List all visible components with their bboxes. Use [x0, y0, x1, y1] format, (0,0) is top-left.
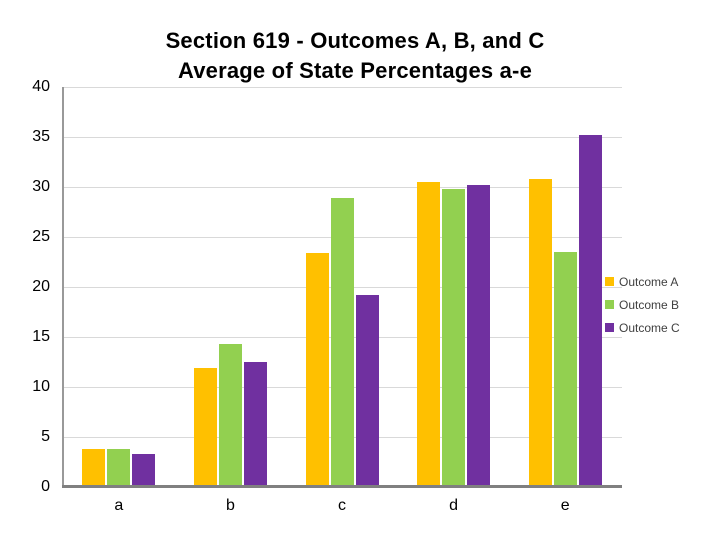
- bar-outcome-c-c: [355, 295, 379, 487]
- bar-outcome-c-b: [243, 362, 267, 487]
- bar-outcome-a-c: [305, 253, 329, 487]
- bar-outcome-a-a: [82, 449, 106, 487]
- bar-outcome-b-c: [330, 198, 354, 487]
- x-tick-label: e: [560, 497, 570, 514]
- legend-label: Outcome A: [619, 274, 679, 289]
- y-tick-label: 20: [32, 278, 50, 295]
- y-tick-label: 30: [32, 178, 50, 195]
- x-axis-line: [62, 485, 622, 488]
- legend-swatch-icon: [605, 323, 614, 332]
- chart-title: Section 619 - Outcomes A, B, and C Avera…: [0, 26, 710, 86]
- gridline: [64, 137, 622, 138]
- y-tick-label: 35: [32, 128, 50, 145]
- x-tick-label: c: [338, 497, 346, 514]
- x-tick-label: d: [449, 497, 459, 514]
- x-tick-label: b: [225, 497, 235, 514]
- gridline: [64, 87, 622, 88]
- bar-outcome-b-d: [442, 189, 466, 487]
- chart-title-line1: Section 619 - Outcomes A, B, and C: [165, 28, 545, 53]
- x-tick-label: a: [114, 497, 124, 514]
- y-tick-label: 15: [32, 328, 50, 345]
- bar-outcome-a-b: [193, 368, 217, 487]
- legend-label: Outcome C: [619, 320, 680, 335]
- legend-item: Outcome C: [605, 316, 680, 339]
- y-tick-label: 40: [32, 78, 50, 95]
- legend-label: Outcome B: [619, 297, 680, 312]
- bar-outcome-c-e: [578, 135, 602, 487]
- y-tick-label: 5: [41, 428, 50, 445]
- y-tick-label: 25: [32, 228, 50, 245]
- bar-outcome-c-a: [132, 454, 156, 487]
- legend-item: Outcome B: [605, 293, 680, 316]
- y-tick-label: 0: [41, 478, 50, 495]
- legend-item: Outcome A: [605, 270, 680, 293]
- bar-outcome-c-d: [467, 185, 491, 487]
- plot-area: [64, 87, 622, 487]
- chart-title-line2: Average of State Percentages a-e: [177, 58, 533, 83]
- bar-outcome-a-e: [528, 179, 552, 487]
- bar-outcome-b-b: [218, 344, 242, 487]
- bar-outcome-a-d: [417, 182, 441, 487]
- legend-swatch-icon: [605, 277, 614, 286]
- y-axis-line: [62, 87, 64, 488]
- y-tick-label: 10: [32, 378, 50, 395]
- bar-outcome-b-e: [553, 252, 577, 487]
- chart-legend: Outcome A Outcome B Outcome C: [605, 270, 680, 339]
- legend-swatch-icon: [605, 300, 614, 309]
- gridline: [64, 187, 622, 188]
- bar-outcome-b-a: [107, 449, 131, 487]
